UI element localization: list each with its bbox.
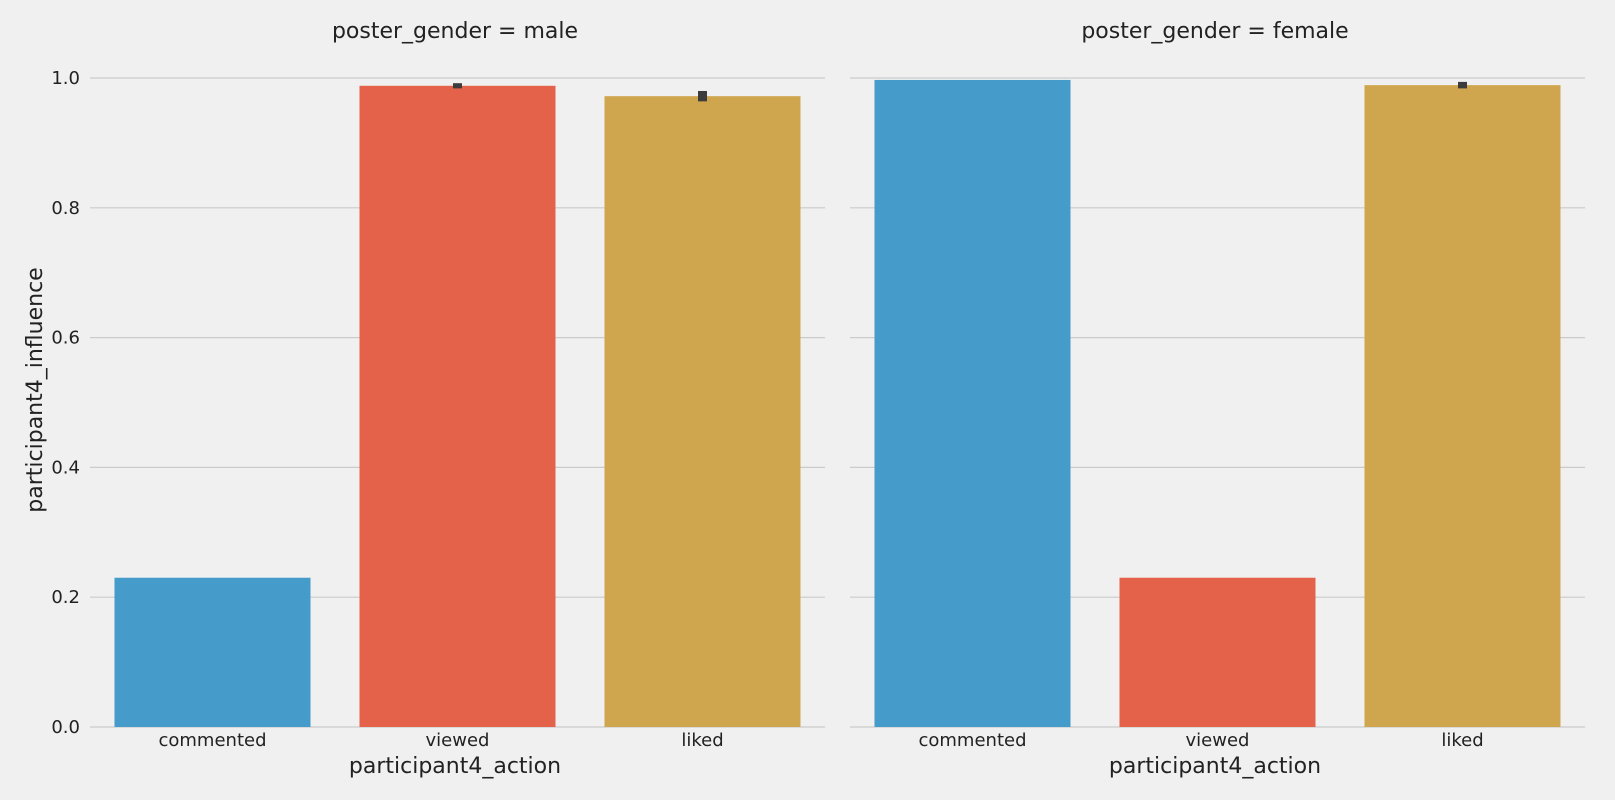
y-tick-label: 0.0 — [51, 717, 80, 738]
panel-title-male: poster_gender = male — [332, 19, 578, 44]
y-ticks: 0.0 0.2 0.4 0.6 0.8 1.0 — [51, 68, 80, 738]
x-tick-label-viewed: viewed — [426, 730, 490, 751]
panel-female: poster_gender = female commented viewed li… — [850, 19, 1585, 779]
bars-male — [114, 85, 801, 727]
panel-male: poster_gender = male 0.00.20.40.60.81.0 … — [51, 19, 825, 779]
y-tick-label: 0.8 — [51, 198, 80, 219]
bar-viewed — [359, 85, 556, 727]
errorbars-male — [453, 83, 707, 102]
x-axis-label-male: participant4_action — [349, 754, 561, 779]
x-ticks-male: commented viewed liked — [158, 730, 723, 751]
x-tick-label-viewed: viewed — [1186, 730, 1250, 751]
bar-liked — [604, 96, 801, 727]
y-tick-label: 1.0 — [51, 68, 80, 89]
x-tick-label-liked: liked — [1441, 730, 1483, 751]
bar-liked — [1364, 85, 1561, 728]
x-tick-label-liked: liked — [681, 730, 723, 751]
y-tick-label: 0.6 — [51, 328, 80, 349]
y-tick-label: 0.2 — [51, 587, 80, 608]
bar-commented — [874, 79, 1071, 727]
y-tick-label: 0.4 — [51, 457, 80, 478]
panel-title-female: poster_gender = female — [1081, 19, 1348, 44]
bar-commented — [114, 577, 311, 727]
x-tick-label-commented: commented — [158, 730, 266, 751]
bar-viewed — [1119, 577, 1316, 727]
y-axis-label: participant4_influence — [23, 267, 48, 512]
x-tick-label-commented: commented — [918, 730, 1026, 751]
x-ticks-female: commented viewed liked — [918, 730, 1483, 751]
bars-female — [874, 79, 1561, 728]
x-axis-label-female: participant4_action — [1109, 754, 1321, 779]
